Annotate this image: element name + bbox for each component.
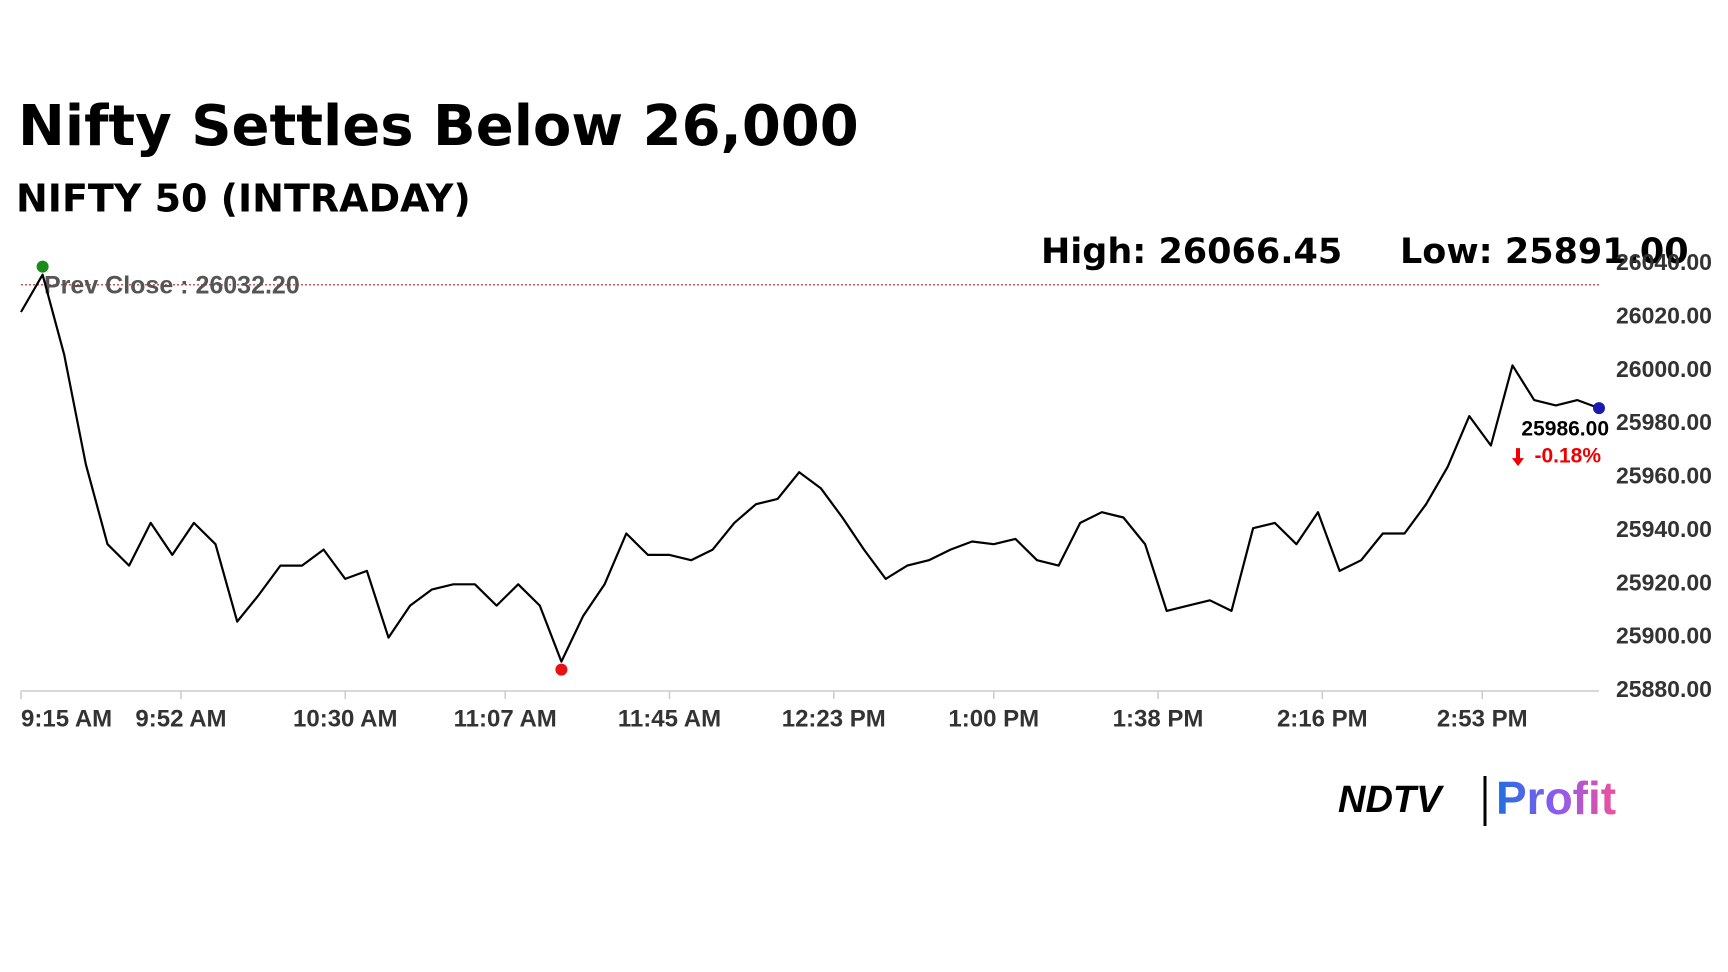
y-tick-label: 26020.00 xyxy=(1616,302,1712,328)
chart-title: Nifty Settles Below 26,000 xyxy=(18,94,859,159)
x-tick-label: 1:38 PM xyxy=(1113,705,1204,732)
y-tick-label: 25960.00 xyxy=(1616,463,1712,489)
y-tick-label: 25900.00 xyxy=(1616,623,1712,649)
x-tick-label: 9:15 AM xyxy=(21,705,112,732)
x-tick-label: 11:07 AM xyxy=(454,705,557,732)
x-tick-label: 10:30 AM xyxy=(293,705,397,732)
change-label: -0.18% xyxy=(1534,445,1601,468)
last-dot xyxy=(1593,402,1605,415)
prev-close-label: Prev Close : 26032.20 xyxy=(44,271,300,299)
price-line xyxy=(20,273,1600,663)
y-tick-label: 25920.00 xyxy=(1616,569,1712,595)
high-label: High: 26066.45 xyxy=(1041,232,1342,272)
x-tick-label: 2:16 PM xyxy=(1277,705,1368,732)
x-tick-label: 9:52 AM xyxy=(135,705,226,732)
x-tick-label: 11:45 AM xyxy=(618,705,721,732)
high-dot xyxy=(36,260,49,273)
last-price-label: 25986.00 xyxy=(1521,418,1609,441)
low-dot xyxy=(555,663,568,676)
chart-subtitle: NIFTY 50 (INTRADAY) xyxy=(16,177,471,221)
y-tick-label: 25980.00 xyxy=(1616,409,1712,435)
down-arrow xyxy=(1512,448,1524,467)
y-tick-label: 25940.00 xyxy=(1616,516,1712,542)
y-tick-label: 26040.00 xyxy=(1616,249,1712,275)
x-tick-label: 1:00 PM xyxy=(948,705,1039,732)
x-tick-label: 12:23 PM xyxy=(782,705,886,732)
y-tick-label: 26000.00 xyxy=(1616,356,1712,382)
logo-product: Profit xyxy=(1496,772,1616,824)
y-tick-label: 25880.00 xyxy=(1616,676,1712,702)
low-label: Low: 25891.00 xyxy=(1400,232,1689,272)
logo-brand: NDTV xyxy=(1338,779,1444,821)
x-tick-label: 2:53 PM xyxy=(1437,705,1528,732)
